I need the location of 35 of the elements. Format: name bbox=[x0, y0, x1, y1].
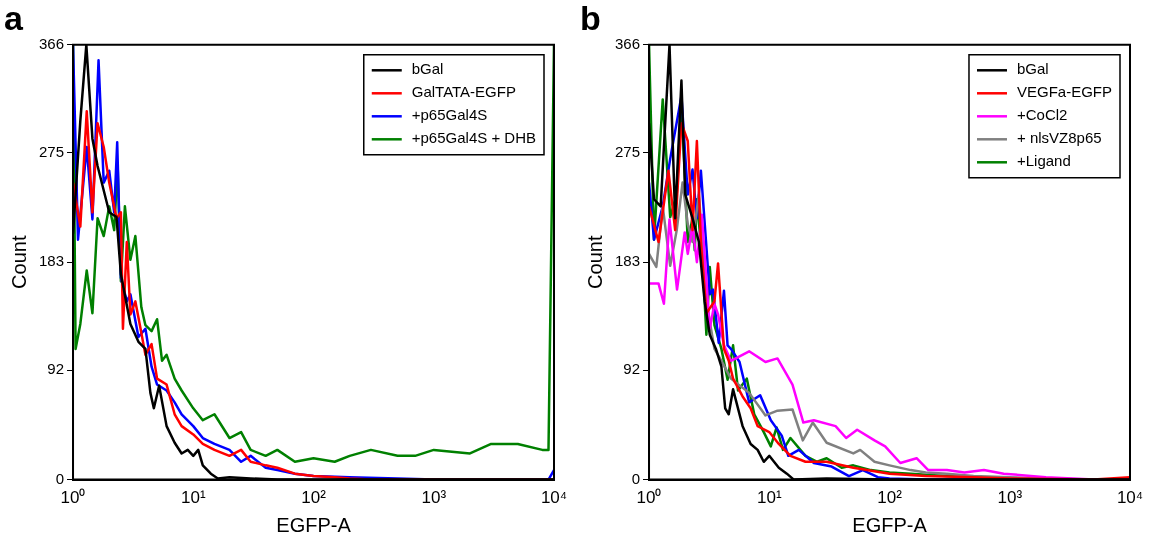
x-tick-label: 10⁰ bbox=[60, 488, 86, 508]
legend-label: +CoCl2 bbox=[1016, 106, 1068, 124]
x-tick-label: 10³ bbox=[997, 488, 1023, 508]
y-axis-title: Count bbox=[7, 235, 30, 289]
x-tick-label: 10² bbox=[877, 488, 903, 508]
legend-label: +p65Gal4S + DHB bbox=[411, 129, 537, 147]
x-tick-label: 10⁰ bbox=[636, 488, 662, 508]
x-axis-title: EGFP-A bbox=[852, 513, 928, 536]
x-axis-title: EGFP-A bbox=[276, 513, 352, 536]
x-tick-label: 10² bbox=[301, 488, 327, 508]
y-tick-label: 275 bbox=[39, 143, 65, 161]
y-tick-label: 366 bbox=[39, 34, 65, 52]
x-tick-label: 10¹ bbox=[756, 488, 782, 508]
y-axis-title: Count bbox=[583, 235, 606, 289]
legend-label: bGal bbox=[1016, 60, 1049, 78]
legend-label: +p65Gal4S bbox=[411, 106, 488, 124]
y-tick-label: 183 bbox=[615, 252, 641, 270]
y-tick-label: 183 bbox=[39, 252, 65, 270]
y-tick-label: 275 bbox=[615, 143, 641, 161]
legend-label: VEGFa-EGFP bbox=[1016, 83, 1113, 101]
legend-label: + nlsVZ8p65 bbox=[1016, 129, 1102, 147]
legend-label: GalTATA-EGFP bbox=[411, 83, 516, 101]
x-tick-label: 10⁴ bbox=[1116, 488, 1144, 508]
chart-title: b bbox=[580, 0, 601, 37]
x-tick-label: 10⁴ bbox=[540, 488, 568, 508]
y-tick-label: 366 bbox=[615, 34, 641, 52]
y-tick-label: 0 bbox=[55, 469, 65, 487]
chart-title: a bbox=[4, 0, 24, 37]
y-tick-label: 0 bbox=[631, 469, 641, 487]
y-tick-label: 92 bbox=[47, 360, 65, 378]
legend-label: bGal bbox=[411, 60, 444, 78]
x-tick-label: 10¹ bbox=[180, 488, 206, 508]
y-tick-label: 92 bbox=[623, 360, 641, 378]
legend-label: +Ligand bbox=[1016, 152, 1071, 170]
x-tick-label: 10³ bbox=[421, 488, 447, 508]
